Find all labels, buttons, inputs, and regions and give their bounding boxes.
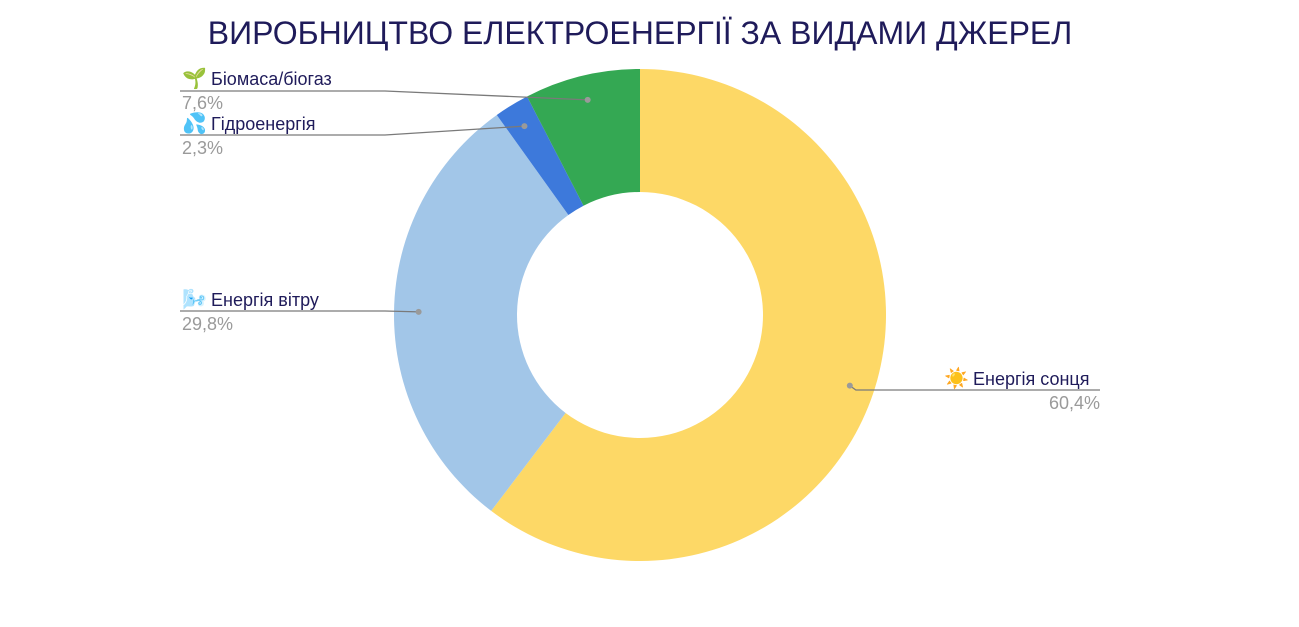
slice-label-1: Енергія сонця	[973, 369, 1090, 389]
slice-1	[491, 69, 887, 561]
leader-dot-3	[521, 123, 528, 130]
leader-line-3	[180, 125, 525, 136]
wind-icon: 🌬️	[182, 288, 207, 311]
chart-title: ВИРОБНИЦТВО ЕЛЕКТРОЕНЕРГІЇ ЗА ВИДАМИ ДЖЕ…	[208, 15, 1073, 51]
slice-value-1: 60,4%	[1049, 393, 1100, 413]
leader-line-2	[180, 310, 419, 313]
leader-dot-1	[846, 382, 853, 389]
leader-line-4	[180, 90, 588, 101]
slice-value-4: 7,6%	[182, 93, 223, 113]
slice-label-4: Біомаса/біогаз	[211, 69, 332, 89]
slice-label-3: Гідроенергія	[211, 114, 316, 134]
seedling-icon: 🌱	[182, 67, 207, 90]
slice-2	[394, 114, 569, 511]
sun-icon: ☀️	[944, 366, 969, 390]
labels-group: ☀️ Енергія сонця 60,4% 🌬️ Енергія вітру 29,8%…	[180, 67, 1100, 413]
slice-value-3: 2,3%	[182, 138, 223, 158]
slice-label-2: Енергія вітру	[211, 290, 319, 310]
slice-value-2: 29,8%	[182, 314, 233, 334]
slices-group	[394, 69, 887, 561]
water-droplets-icon: 💦	[182, 110, 207, 135]
leader-dot-2	[415, 308, 422, 315]
leader-dot-4	[584, 96, 591, 103]
slice-4	[527, 69, 640, 206]
